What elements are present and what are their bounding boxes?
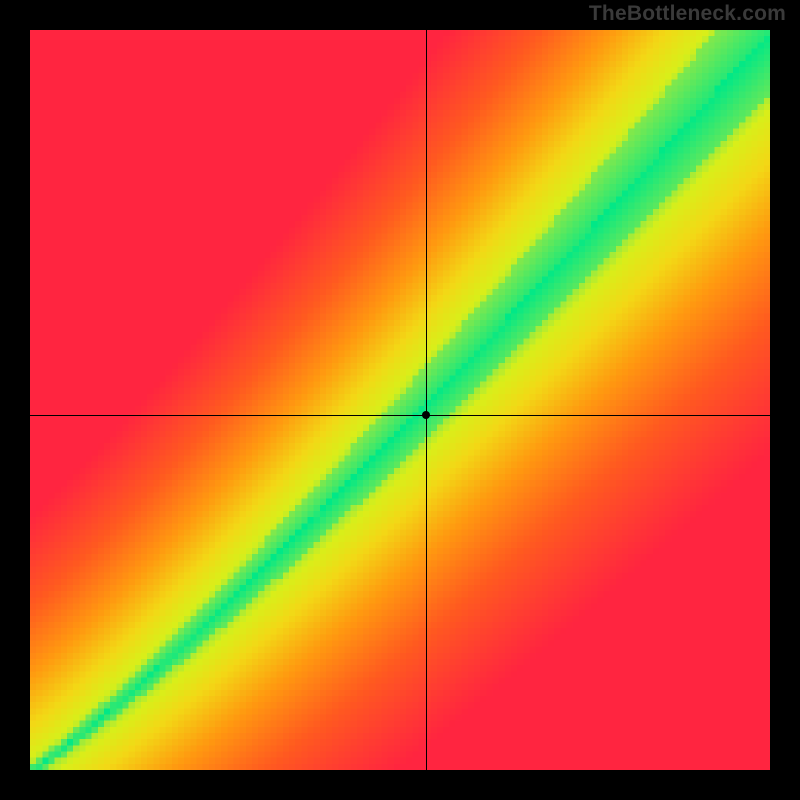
plot-area — [30, 30, 770, 770]
selection-marker — [422, 411, 430, 419]
watermark-text: TheBottleneck.com — [589, 2, 786, 26]
bottleneck-heatmap — [30, 30, 770, 770]
chart-root: TheBottleneck.com — [0, 0, 800, 800]
crosshair-vertical — [426, 30, 427, 770]
crosshair-horizontal — [30, 415, 770, 416]
